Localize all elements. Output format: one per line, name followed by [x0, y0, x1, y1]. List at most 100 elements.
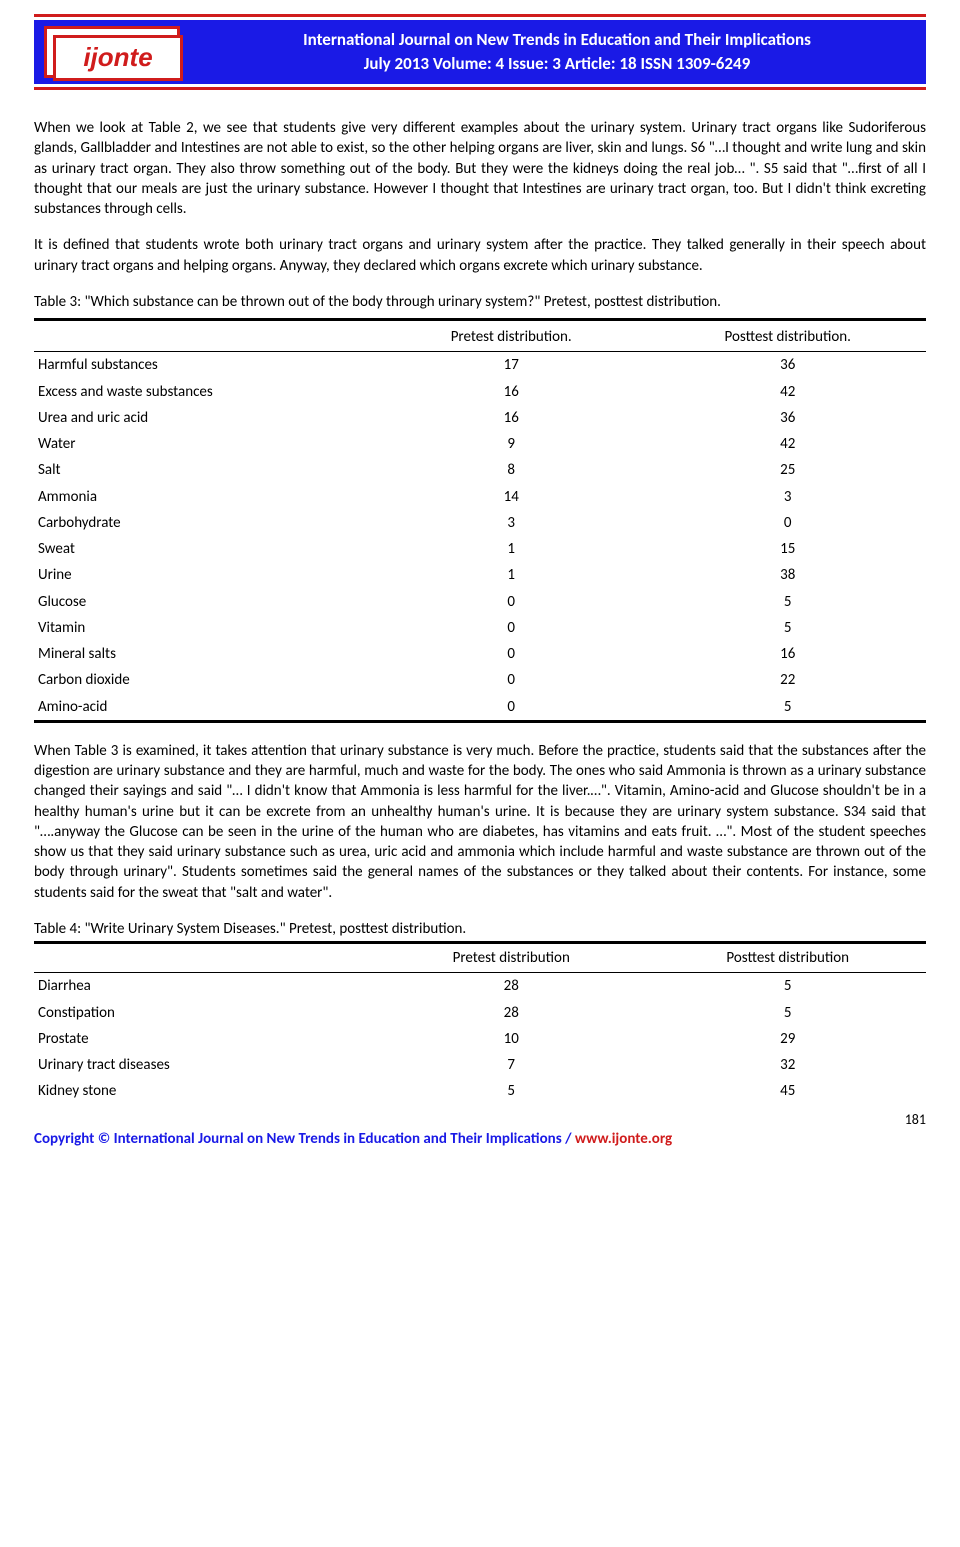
journal-title: International Journal on New Trends in E… [198, 28, 916, 76]
table3-posttest: 42 [649, 431, 926, 457]
table3-head-pretest: Pretest distribution. [373, 320, 650, 352]
table4-posttest: 32 [649, 1052, 926, 1078]
table3-pretest: 0 [373, 589, 650, 615]
table4-pretest: 5 [373, 1078, 650, 1104]
table-4: Pretest distribution Posttest distributi… [34, 941, 926, 1105]
table-row: Prostate1029 [34, 1026, 926, 1052]
table3-posttest: 22 [649, 667, 926, 693]
table3-pretest: 1 [373, 562, 650, 588]
table4-head-pretest: Pretest distribution [373, 943, 650, 973]
table3-label: Ammonia [34, 484, 373, 510]
table-row: Vitamin05 [34, 615, 926, 641]
table3-posttest: 15 [649, 536, 926, 562]
journal-header: ijonte International Journal on New Tren… [34, 14, 926, 90]
table4-posttest: 45 [649, 1078, 926, 1104]
table3-posttest: 3 [649, 484, 926, 510]
table3-label: Glucose [34, 589, 373, 615]
table4-posttest: 29 [649, 1026, 926, 1052]
journal-logo: ijonte [44, 26, 180, 78]
table3-head-blank [34, 320, 373, 352]
table-row: Urine138 [34, 562, 926, 588]
table-3: Pretest distribution. Posttest distribut… [34, 318, 926, 723]
table3-pretest: 17 [373, 352, 650, 379]
table3-posttest: 5 [649, 589, 926, 615]
table3-posttest: 42 [649, 379, 926, 405]
table3-posttest: 0 [649, 510, 926, 536]
table3-posttest: 25 [649, 457, 926, 483]
table-row: Diarrhea285 [34, 973, 926, 1000]
table3-caption: Table 3: "Which substance can be thrown … [34, 292, 926, 312]
logo-text: ijonte [83, 40, 152, 75]
paragraph-4: When Table 3 is examined, it takes atten… [34, 741, 926, 903]
table3-posttest: 36 [649, 405, 926, 431]
table4-posttest: 5 [649, 1000, 926, 1026]
table-row: Salt825 [34, 457, 926, 483]
table3-label: Carbohydrate [34, 510, 373, 536]
table3-pretest: 8 [373, 457, 650, 483]
table4-body: Diarrhea285Constipation285Prostate1029Ur… [34, 973, 926, 1105]
paragraph-1: When we look at Table 2, we see that stu… [34, 118, 926, 219]
table3-pretest: 3 [373, 510, 650, 536]
journal-title-line1: International Journal on New Trends in E… [198, 28, 916, 52]
table4-label: Kidney stone [34, 1078, 373, 1104]
footer-copyright: Copyright © International Journal on New… [34, 1129, 926, 1149]
table3-pretest: 16 [373, 379, 650, 405]
table-row: Urinary tract diseases732 [34, 1052, 926, 1078]
table3-pretest: 9 [373, 431, 650, 457]
table3-posttest: 16 [649, 641, 926, 667]
table-row: Ammonia143 [34, 484, 926, 510]
table4-posttest: 5 [649, 973, 926, 1000]
table3-pretest: 14 [373, 484, 650, 510]
table3-posttest: 5 [649, 694, 926, 722]
table3-head-posttest: Posttest distribution. [649, 320, 926, 352]
table-row: Amino-acid05 [34, 694, 926, 722]
page-number: 181 [34, 1111, 926, 1130]
table-row: Urea and uric acid1636 [34, 405, 926, 431]
table3-label: Amino-acid [34, 694, 373, 722]
table-row: Carbohydrate30 [34, 510, 926, 536]
table4-head-posttest: Posttest distribution [649, 943, 926, 973]
table3-label: Vitamin [34, 615, 373, 641]
table3-label: Water [34, 431, 373, 457]
table-row: Constipation285 [34, 1000, 926, 1026]
table4-label: Diarrhea [34, 973, 373, 1000]
table3-posttest: 5 [649, 615, 926, 641]
table3-label: Excess and waste substances [34, 379, 373, 405]
header-bar: ijonte International Journal on New Tren… [34, 20, 926, 84]
table-row: Water942 [34, 431, 926, 457]
table4-pretest: 28 [373, 1000, 650, 1026]
table3-label: Urea and uric acid [34, 405, 373, 431]
table3-pretest: 0 [373, 667, 650, 693]
table-row: Excess and waste substances1642 [34, 379, 926, 405]
table3-pretest: 0 [373, 641, 650, 667]
table4-pretest: 10 [373, 1026, 650, 1052]
table3-label: Mineral salts [34, 641, 373, 667]
table-row: Sweat115 [34, 536, 926, 562]
table3-posttest: 36 [649, 352, 926, 379]
table4-head-blank [34, 943, 373, 973]
table4-label: Prostate [34, 1026, 373, 1052]
table-row: Glucose05 [34, 589, 926, 615]
table4-label: Constipation [34, 1000, 373, 1026]
table3-body: Harmful substances1736Excess and waste s… [34, 352, 926, 722]
table3-label: Sweat [34, 536, 373, 562]
table4-pretest: 7 [373, 1052, 650, 1078]
table4-label: Urinary tract diseases [34, 1052, 373, 1078]
footer-url: www.ijonte.org [575, 1130, 672, 1148]
footer-text: Copyright © International Journal on New… [34, 1130, 575, 1148]
table4-pretest: 28 [373, 973, 650, 1000]
table3-label: Harmful substances [34, 352, 373, 379]
table3-label: Salt [34, 457, 373, 483]
table4-caption: Table 4: "Write Urinary System Diseases.… [34, 919, 926, 939]
table3-pretest: 16 [373, 405, 650, 431]
journal-title-line2: July 2013 Volume: 4 Issue: 3 Article: 18… [198, 52, 916, 76]
table-row: Harmful substances1736 [34, 352, 926, 379]
table3-label: Carbon dioxide [34, 667, 373, 693]
table3-pretest: 1 [373, 536, 650, 562]
table3-pretest: 0 [373, 615, 650, 641]
table-row: Mineral salts016 [34, 641, 926, 667]
table-row: Kidney stone545 [34, 1078, 926, 1104]
logo-inner: ijonte [53, 35, 183, 81]
paragraph-2: It is defined that students wrote both u… [34, 235, 926, 276]
table3-pretest: 0 [373, 694, 650, 722]
